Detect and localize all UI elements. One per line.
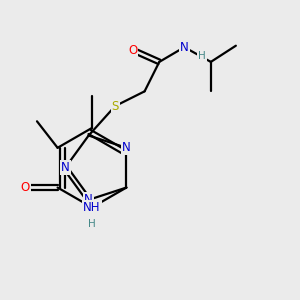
Text: NH: NH [83, 201, 101, 214]
Text: N: N [61, 161, 70, 174]
Text: N: N [180, 41, 189, 54]
Text: N: N [84, 193, 93, 206]
Text: S: S [112, 100, 119, 112]
Text: H: H [198, 51, 206, 61]
Text: H: H [88, 219, 95, 229]
Text: O: O [21, 181, 30, 194]
Text: N: N [122, 141, 131, 154]
Text: O: O [128, 44, 137, 57]
